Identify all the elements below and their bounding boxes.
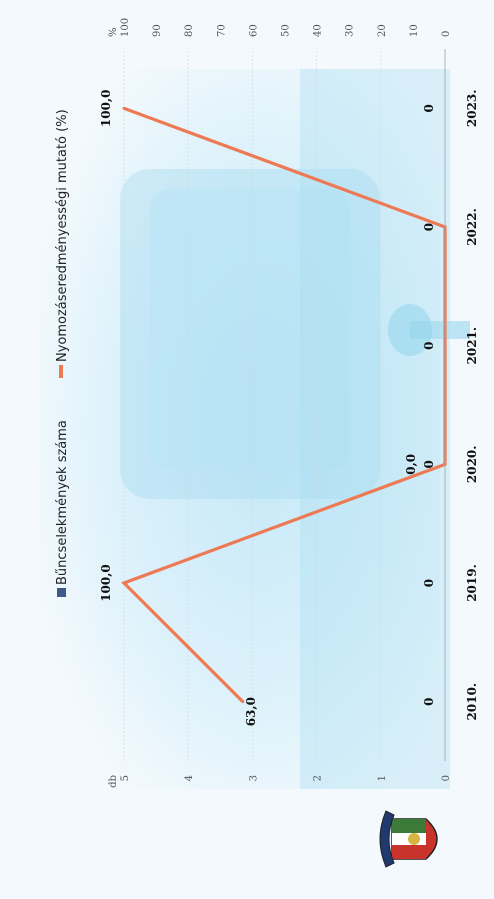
legend-label: Nyomozáseredményességi mutató (%) bbox=[55, 109, 70, 362]
left-tick-label: 5 bbox=[120, 775, 131, 781]
legend: Bűncselekmények száma Nyomozáseredményess… bbox=[55, 109, 70, 597]
right-tick-label: 20 bbox=[377, 24, 388, 37]
legend-label: Bűncselekmények száma bbox=[55, 420, 70, 585]
bar-value-label: 0 bbox=[422, 697, 436, 705]
category-label: 2010. bbox=[465, 683, 479, 721]
right-tick-label: 30 bbox=[345, 24, 356, 37]
right-tick-label: 90 bbox=[152, 24, 163, 37]
right-tick-label: 60 bbox=[248, 24, 259, 37]
right-tick-label: 0 bbox=[441, 31, 452, 37]
legend-item-line: Nyomozáseredményességi mutató (%) bbox=[55, 109, 70, 378]
right-tick-label: 80 bbox=[184, 24, 195, 37]
line-point bbox=[241, 700, 245, 704]
category-label: 2023. bbox=[465, 90, 479, 128]
bar-value-label: 0 bbox=[422, 579, 436, 587]
line-point bbox=[122, 106, 126, 110]
gridlines bbox=[123, 49, 446, 761]
axes: 0123450102030405060708090100db%2010.2019… bbox=[108, 18, 479, 788]
right-tick-label: 100 bbox=[120, 18, 131, 37]
right-tick-label: 40 bbox=[313, 24, 324, 37]
left-tick-label: 1 bbox=[377, 775, 388, 781]
left-tick-label: 3 bbox=[248, 775, 259, 781]
line-point bbox=[122, 581, 126, 585]
right-tick-label: 70 bbox=[216, 24, 227, 37]
left-tick-label: 0 bbox=[441, 775, 452, 781]
category-label: 2020. bbox=[465, 446, 479, 484]
left-axis-unit: db bbox=[108, 775, 119, 788]
left-tick-label: 4 bbox=[184, 775, 195, 781]
legend-item-bars: Bűncselekmények száma bbox=[55, 420, 70, 597]
bar-value-label: 0 bbox=[422, 460, 436, 468]
category-label: 2022. bbox=[465, 208, 479, 246]
data-labels: 0 0 0 0 0 0 63,0 100,0 0,0 100,0 bbox=[99, 90, 436, 727]
right-tick-label: 50 bbox=[281, 24, 292, 37]
bar-value-label: 0 bbox=[422, 341, 436, 349]
line-value-label: 100,0 bbox=[99, 90, 113, 128]
police-crest-logo bbox=[379, 810, 438, 868]
category-label: 2021. bbox=[465, 327, 479, 365]
bar-value-label: 0 bbox=[422, 223, 436, 231]
legend-swatch-bar bbox=[57, 588, 66, 597]
category-label: 2019. bbox=[465, 564, 479, 602]
right-axis-unit: % bbox=[108, 27, 119, 37]
line-value-label: 100,0 bbox=[99, 564, 113, 602]
left-tick-label: 2 bbox=[313, 775, 324, 781]
line-value-label: 63,0 bbox=[244, 697, 258, 726]
bar-value-label: 0 bbox=[422, 104, 436, 112]
line-value-label: 0,0 bbox=[404, 454, 418, 475]
right-tick-label: 10 bbox=[409, 24, 420, 37]
